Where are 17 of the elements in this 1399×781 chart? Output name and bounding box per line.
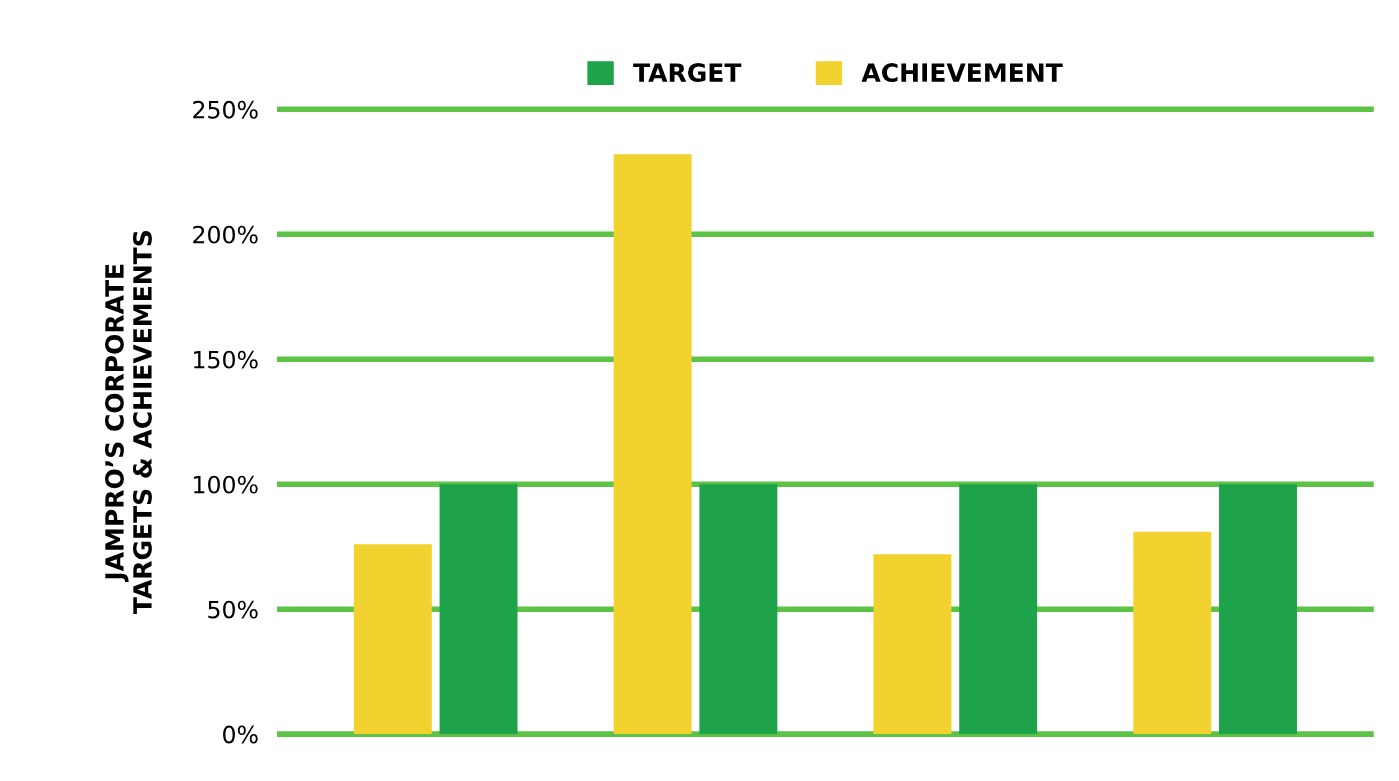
- y-tick-label: 150%: [194, 350, 258, 369]
- legend-label: TARGET: [633, 63, 742, 82]
- bar: [959, 484, 1038, 735]
- y-tick-label: 200%: [193, 225, 258, 244]
- bar: [699, 484, 778, 735]
- bar: [353, 544, 432, 735]
- bar: [1133, 531, 1212, 735]
- bar: [613, 154, 692, 735]
- legend-label: ACHIEVEMENT: [861, 63, 1063, 82]
- y-tick-label: 100%: [194, 475, 258, 494]
- bar: [873, 554, 952, 735]
- y-tick-label: 250%: [193, 100, 258, 119]
- y-axis-title: JAMPRO’S CORPORATE TARGETS & ACHIEVEMENTS: [104, 231, 152, 615]
- bar: [439, 484, 518, 735]
- bar: [1219, 484, 1297, 735]
- y-tick-label: 50%: [208, 600, 258, 619]
- y-tick-label: 0%: [223, 725, 258, 744]
